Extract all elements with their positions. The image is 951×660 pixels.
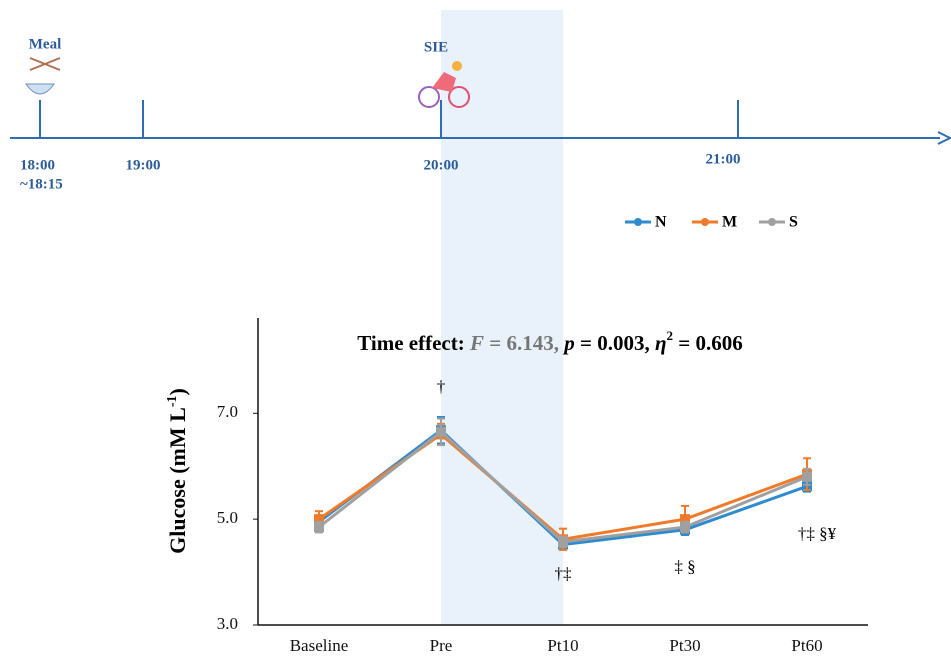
x-tick-label: Pt10 [547, 636, 578, 655]
time-label: 21:00 [706, 151, 741, 167]
x-tick-label: Pre [430, 636, 453, 655]
legend-label: M [722, 214, 737, 231]
title-part: = 0.606 [673, 331, 743, 355]
annotation: † [437, 377, 446, 396]
x-tick-label: Pt30 [669, 636, 700, 655]
title-part: = 6.143, [484, 331, 564, 355]
event-label: SIE [424, 39, 448, 55]
y-tick-label: 7.0 [217, 402, 238, 421]
y-tick-label: 5.0 [217, 508, 238, 527]
exercise-shade [441, 10, 563, 625]
legend-marker [701, 218, 709, 226]
time-label: 18:00 [20, 157, 55, 173]
legend-marker [768, 218, 776, 226]
y-label-part: -1 [165, 396, 180, 408]
title-part: = 0.003, [575, 331, 655, 355]
annotation: †‡ §¥ [798, 524, 837, 543]
annotation: †‡ [555, 564, 572, 583]
point [802, 472, 812, 482]
title-part: F [469, 331, 484, 355]
title-part: : [458, 331, 470, 355]
y-axis-label: Glucose (mM L-1) [165, 388, 190, 554]
meal-icon [26, 58, 60, 94]
point [558, 537, 568, 547]
point [436, 427, 446, 437]
annotation: ‡ § [674, 557, 695, 576]
figure: Meal SIE ~18:15 Time effect: F = 6.143, … [0, 0, 951, 660]
event-label: Meal [29, 36, 61, 52]
x-tick-label: Baseline [290, 636, 349, 655]
x-tick-label: Pt60 [791, 636, 822, 655]
legend-marker [634, 218, 642, 226]
legend-label: N [655, 214, 667, 231]
time-label: ~18:15 [20, 176, 63, 192]
title-part: η [655, 331, 667, 355]
title-part: Time effect [357, 331, 457, 355]
time-label: 19:00 [126, 157, 161, 173]
point [314, 522, 324, 532]
y-label-part: Glucose (mM L [165, 407, 190, 554]
y-tick-label: 3.0 [217, 614, 238, 633]
legend-label: S [789, 214, 798, 231]
chart-title: Time effect: F = 6.143, p = 0.003, η2 = … [357, 328, 742, 354]
title-part: p [562, 331, 575, 355]
y-label-part: ) [165, 388, 190, 395]
point [680, 522, 690, 532]
time-label: 20:00 [424, 157, 459, 173]
